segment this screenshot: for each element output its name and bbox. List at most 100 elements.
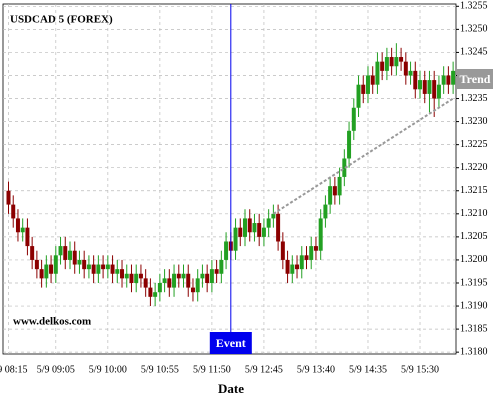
chart-title: USDCAD 5 (FOREX) xyxy=(10,14,113,26)
candle-body xyxy=(361,84,366,94)
x-tick-label: 5/9 14:35 xyxy=(349,364,387,375)
candle-body xyxy=(238,227,243,237)
candle-body xyxy=(370,75,375,85)
candle-body xyxy=(157,282,162,293)
candle-body xyxy=(214,269,219,274)
candle-body xyxy=(413,70,418,90)
candle-body xyxy=(58,246,63,256)
candle-body xyxy=(356,84,361,108)
candle-body xyxy=(30,246,35,260)
candle-body xyxy=(176,273,181,279)
candle-body xyxy=(427,80,432,94)
y-tick-label: 1.3185 xyxy=(460,323,488,334)
candle-body xyxy=(148,287,153,297)
x-tick-label: 5/9 08:15 xyxy=(0,364,28,375)
candle-body xyxy=(441,75,446,85)
candle-body xyxy=(105,264,110,270)
candle-body xyxy=(67,250,72,260)
candle-body xyxy=(44,264,49,279)
candle-body xyxy=(63,246,68,260)
candle-body xyxy=(20,227,25,233)
candle-body xyxy=(167,278,172,288)
y-tick-label: 1.3235 xyxy=(460,93,488,104)
trend-line xyxy=(272,97,454,215)
candle-body xyxy=(252,223,257,233)
y-tick-label: 1.3215 xyxy=(460,185,488,196)
candle-body xyxy=(153,292,158,297)
candle-body xyxy=(219,259,224,274)
candle-body xyxy=(25,227,30,247)
candle-body xyxy=(266,218,271,228)
candle-body xyxy=(190,287,195,293)
x-tick-label: 5/9 11:50 xyxy=(193,364,231,375)
candles xyxy=(6,43,456,307)
candle-body xyxy=(124,273,129,279)
candle-body xyxy=(271,213,276,219)
grid xyxy=(3,4,456,354)
candle-body xyxy=(224,241,229,260)
candle-body xyxy=(101,264,106,270)
candle-body xyxy=(138,273,143,279)
candle-body xyxy=(318,218,323,251)
candle-body xyxy=(408,70,413,76)
candle-body xyxy=(11,204,16,219)
x-tick-label: 5/9 10:00 xyxy=(89,364,127,375)
y-tick-label: 1.3245 xyxy=(460,47,488,58)
candle-body xyxy=(290,264,295,274)
x-tick-label: 5/9 12:45 xyxy=(245,364,283,375)
candle-body xyxy=(34,259,39,270)
candle-body xyxy=(172,273,177,288)
candle-body xyxy=(86,264,91,270)
candle-body xyxy=(233,227,238,251)
candle-body xyxy=(332,186,337,196)
candle-body xyxy=(276,213,281,242)
candle-body xyxy=(205,273,210,283)
candle-body xyxy=(304,255,309,260)
candle-body xyxy=(261,227,266,237)
candle-body xyxy=(337,176,342,196)
candle-body xyxy=(15,218,20,233)
y-tick-label: 1.3190 xyxy=(460,300,488,311)
candle-body xyxy=(134,273,139,283)
candle-body xyxy=(143,278,148,288)
candle-body xyxy=(347,130,352,159)
x-tick-label: 5/9 10:55 xyxy=(141,364,179,375)
watermark: www.delkos.com xyxy=(13,316,91,328)
event-label: Event xyxy=(216,336,246,350)
y-tick-label: 1.3255 xyxy=(460,1,488,12)
candle-body xyxy=(120,269,125,279)
y-tick-label: 1.3200 xyxy=(460,254,488,265)
candle-body xyxy=(351,107,356,131)
y-tick-label: 1.3225 xyxy=(460,139,488,150)
candle-body xyxy=(389,57,394,67)
candle-body xyxy=(162,278,167,283)
candle-body xyxy=(399,57,404,62)
x-tick-label: 5/9 15:30 xyxy=(401,364,439,375)
candle-body xyxy=(280,241,285,260)
candle-body xyxy=(375,61,380,85)
y-tick-label: 1.3205 xyxy=(460,231,488,242)
candle-body xyxy=(72,250,77,265)
candle-body xyxy=(186,273,191,288)
candle-body xyxy=(295,264,300,270)
candle-body xyxy=(181,273,186,279)
candle-body xyxy=(313,246,318,251)
trend-label: Trend xyxy=(460,72,491,86)
candle-body xyxy=(49,264,54,274)
y-tick-label: 1.3180 xyxy=(460,346,488,357)
candle-body xyxy=(422,80,427,94)
candle-body xyxy=(195,278,200,293)
candle-body xyxy=(115,269,120,274)
y-tick-label: 1.3230 xyxy=(460,116,488,127)
candle-body xyxy=(243,218,247,237)
candle-body xyxy=(39,269,44,279)
candle-body xyxy=(110,264,115,274)
candle-body xyxy=(380,61,385,71)
candle-body xyxy=(129,273,134,283)
event-label-box xyxy=(209,332,252,354)
candle-body xyxy=(309,246,314,260)
candle-body xyxy=(328,186,333,205)
candle-body xyxy=(209,269,214,283)
y-tick-label: 1.3250 xyxy=(460,24,488,35)
